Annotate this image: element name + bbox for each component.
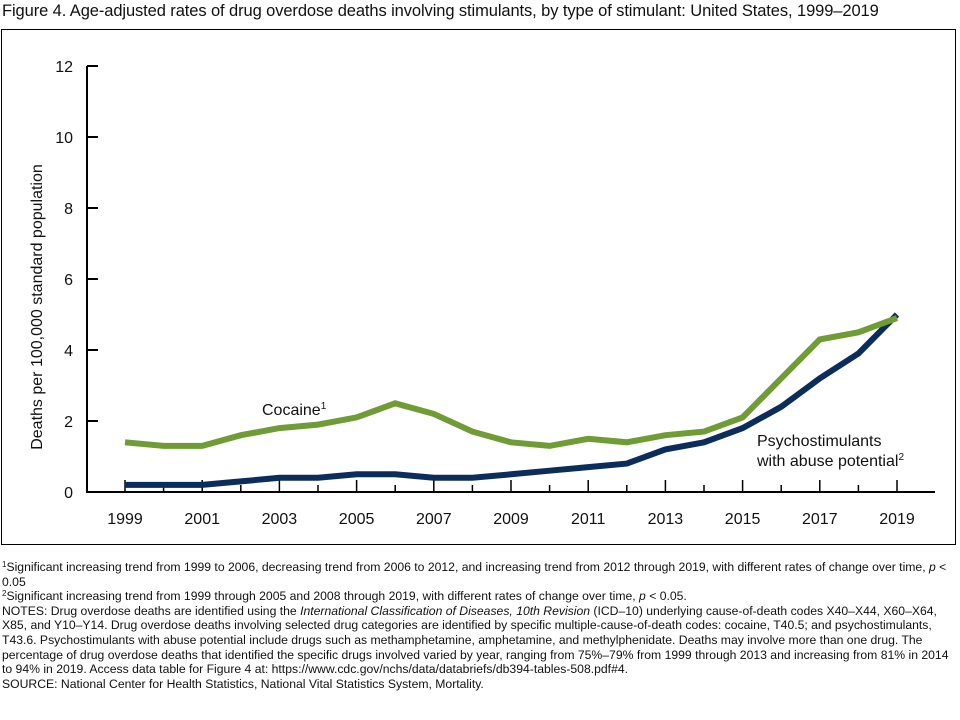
cocaine-footnote-ref: 1 (321, 401, 327, 412)
cocaine-label-text: Cocaine (262, 402, 321, 419)
y-tick-label: 0 (64, 485, 73, 502)
x-tick-label: 2003 (262, 511, 298, 528)
x-axis-ticks: 1999 2001 2003 2005 2007 2009 2011 2013 2015 2017… (107, 480, 915, 528)
cocaine-series (124, 315, 899, 449)
cocaine-label: Cocaine1 (262, 401, 327, 419)
x-tick-label: 2007 (416, 511, 452, 528)
series-group (124, 312, 900, 488)
y-tick-label: 6 (64, 272, 73, 289)
x-tick-label: 2011 (571, 511, 606, 528)
x-tick-label: 2009 (493, 511, 529, 528)
footnote-1-ref: 1 (2, 560, 7, 569)
footnote-1-text: Significant increasing trend from 1999 t… (6, 560, 929, 574)
psychostimulants-footnote-ref: 2 (898, 452, 904, 463)
y-tick-label: 10 (55, 130, 73, 147)
psychostimulants-label-text: with abuse potential (756, 453, 898, 470)
footnote-1-tail: < 0.05 (2, 560, 947, 589)
footnote-1: 1Significant increasing trend from 1999 … (2, 560, 957, 589)
x-tick-label: 2017 (802, 511, 838, 528)
x-tick-label: 1999 (107, 511, 143, 528)
footnote-2-tail: < 0.05. (645, 589, 687, 604)
y-tick-label: 8 (64, 201, 73, 218)
footnote-1-p: p (928, 560, 936, 574)
x-tick-label: 2019 (879, 511, 915, 528)
y-tick-label: 12 (55, 59, 73, 76)
notes-text-b: (ICD–10) underlying cause-of-death codes… (2, 603, 949, 677)
footnote-2-text: Significant increasing trend from 1999 t… (6, 589, 640, 604)
figure-title: Figure 4. Age-adjusted rates of drug ove… (2, 2, 879, 20)
psychostimulants-series (124, 312, 900, 488)
source-line: SOURCE: National Center for Health Stati… (2, 676, 484, 691)
axes (86, 66, 935, 493)
y-tick-label: 2 (64, 414, 73, 431)
cocaine-line (124, 315, 899, 449)
footnotes: 1Significant increasing trend from 1999 … (2, 560, 957, 691)
y-axis-ticks: 0 2 4 6 8 10 12 (55, 59, 98, 502)
psychostimulants-label-line2: with abuse potential2 (756, 452, 904, 470)
footnote-2-ref: 2 (2, 589, 7, 599)
x-tick-label: 2001 (184, 511, 220, 528)
x-tick-label: 2015 (725, 511, 761, 528)
notes-icd-title: International Classification of Diseases… (300, 603, 591, 618)
notes-paragraph: NOTES: Drug overdose deaths are identifi… (2, 604, 957, 677)
notes-text-a: NOTES: Drug overdose deaths are identifi… (2, 603, 301, 618)
y-axis-title: Deaths per 100,000 standard population (29, 164, 46, 450)
x-tick-label: 2005 (339, 511, 375, 528)
chart-frame (1, 29, 956, 545)
footnote-2: 2Significant increasing trend from 1999 … (2, 589, 957, 604)
y-tick-label: 4 (64, 343, 73, 360)
footnote-2-p: p (639, 589, 646, 604)
psychostimulants-label-line1: Psychostimulants (757, 433, 882, 450)
x-tick-label: 2013 (648, 511, 684, 528)
